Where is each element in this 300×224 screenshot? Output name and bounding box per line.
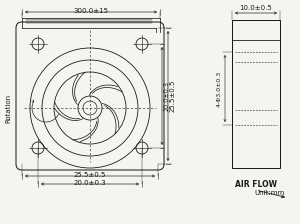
Bar (232, 20, 280, 168)
Text: Rotation: Rotation (5, 93, 11, 123)
Text: 25.5±0.5: 25.5±0.5 (74, 172, 106, 178)
Text: AIR FLOW: AIR FLOW (235, 180, 277, 189)
Text: 25.5±0.5: 25.5±0.5 (170, 80, 176, 112)
Text: 20.0±0.3: 20.0±0.3 (74, 180, 106, 186)
Text: 300.0±15: 300.0±15 (74, 8, 109, 14)
Text: Unit:mm: Unit:mm (255, 190, 285, 196)
Text: 4-Φ3.0±0.3: 4-Φ3.0±0.3 (217, 70, 222, 107)
Text: 20.0±0.3: 20.0±0.3 (163, 81, 169, 111)
Text: 10.0±0.5: 10.0±0.5 (240, 5, 272, 11)
